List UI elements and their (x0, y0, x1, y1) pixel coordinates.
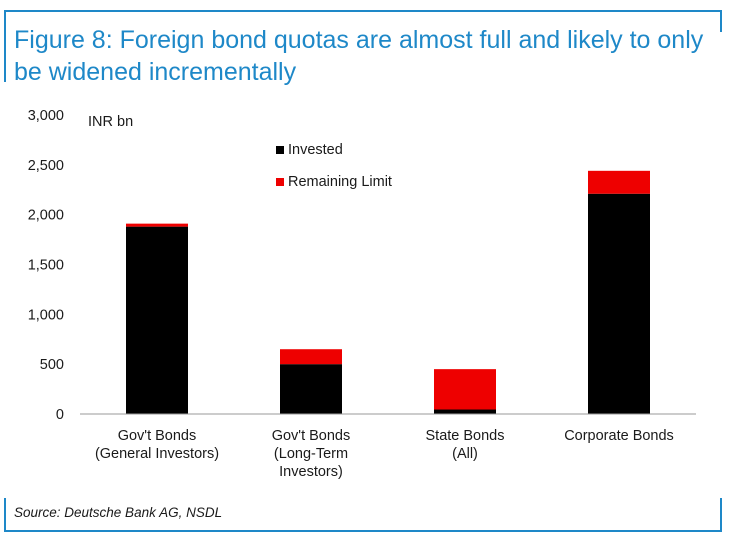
x-category-label: (General Investors) (95, 446, 219, 462)
x-category-label: (Long-Term (274, 446, 348, 462)
bar-remaining-limit (434, 369, 496, 410)
frame-top-border (4, 10, 722, 12)
legend-label: Remaining Limit (288, 174, 392, 190)
y-tick-label: 2,500 (28, 158, 64, 174)
frame-bottom-left-border (4, 498, 6, 532)
bar-remaining-limit (280, 349, 342, 365)
legend-swatch (276, 146, 284, 154)
frame-top-right-border (720, 10, 722, 32)
bar-invested (588, 193, 650, 414)
y-tick-label: 0 (56, 407, 64, 423)
x-category-label: Corporate Bonds (564, 428, 674, 444)
bar-invested (434, 409, 496, 414)
y-tick-label: 1,000 (28, 307, 64, 323)
legend-label: Invested (288, 142, 343, 158)
legend-swatch (276, 178, 284, 186)
y-tick-label: 3,000 (28, 108, 64, 124)
frame-bottom-right-border (720, 498, 722, 532)
bar-invested (280, 364, 342, 414)
frame-bottom-border (4, 530, 722, 532)
y-axis-unit-label: INR bn (88, 114, 133, 130)
source-note: Source: Deutsche Bank AG, NSDL (14, 505, 223, 520)
x-category-label: Investors) (279, 464, 343, 480)
bar-invested (126, 226, 188, 414)
x-category-label: State Bonds (426, 428, 505, 444)
bar-remaining-limit (126, 223, 188, 227)
y-tick-label: 1,500 (28, 258, 64, 274)
x-category-label: Gov't Bonds (272, 428, 351, 444)
bar-remaining-limit (588, 170, 650, 194)
x-category-label: Gov't Bonds (118, 428, 197, 444)
frame-left-border (4, 10, 6, 82)
figure-title: Figure 8: Foreign bond quotas are almost… (14, 26, 704, 86)
x-category-label: (All) (452, 446, 478, 462)
y-tick-label: 500 (40, 357, 64, 373)
y-tick-label: 2,000 (28, 208, 64, 224)
